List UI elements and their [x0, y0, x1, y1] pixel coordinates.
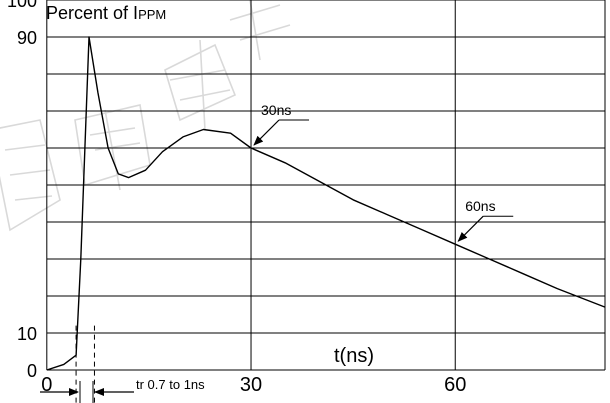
annotation-label-1: 30ns — [261, 102, 291, 118]
annotations-group: 30ns 60ns — [253, 102, 514, 242]
x-tick-label-0: 0 — [41, 374, 52, 396]
x-tick-label-30: 30 — [240, 374, 262, 396]
rise-time-markers — [75, 325, 95, 403]
y-axis-label: Percent of IPPM — [46, 3, 166, 23]
annotation-arrow-1 — [253, 119, 280, 146]
annotation-label-2: 60ns — [465, 198, 495, 214]
x-tick-label-60: 60 — [444, 374, 466, 396]
y-tick-label-100: 100 — [7, 0, 37, 11]
annotation-arrow-2 — [457, 215, 484, 242]
series-line-1 — [46, 36, 606, 371]
x-axis-label: t(ns) — [334, 345, 374, 367]
series-group — [46, 36, 606, 371]
tick-labels: 0 30 60 0 10 90 100 — [7, 0, 466, 396]
rise-time-dimension: tr 0.7 to 1ns — [40, 377, 205, 403]
rise-time-label: tr 0.7 to 1ns — [136, 377, 205, 392]
watermark — [0, 0, 291, 232]
y-tick-label-0: 0 — [27, 361, 37, 381]
y-tick-label-90: 90 — [17, 28, 37, 48]
y-tick-label-10: 10 — [17, 324, 37, 344]
